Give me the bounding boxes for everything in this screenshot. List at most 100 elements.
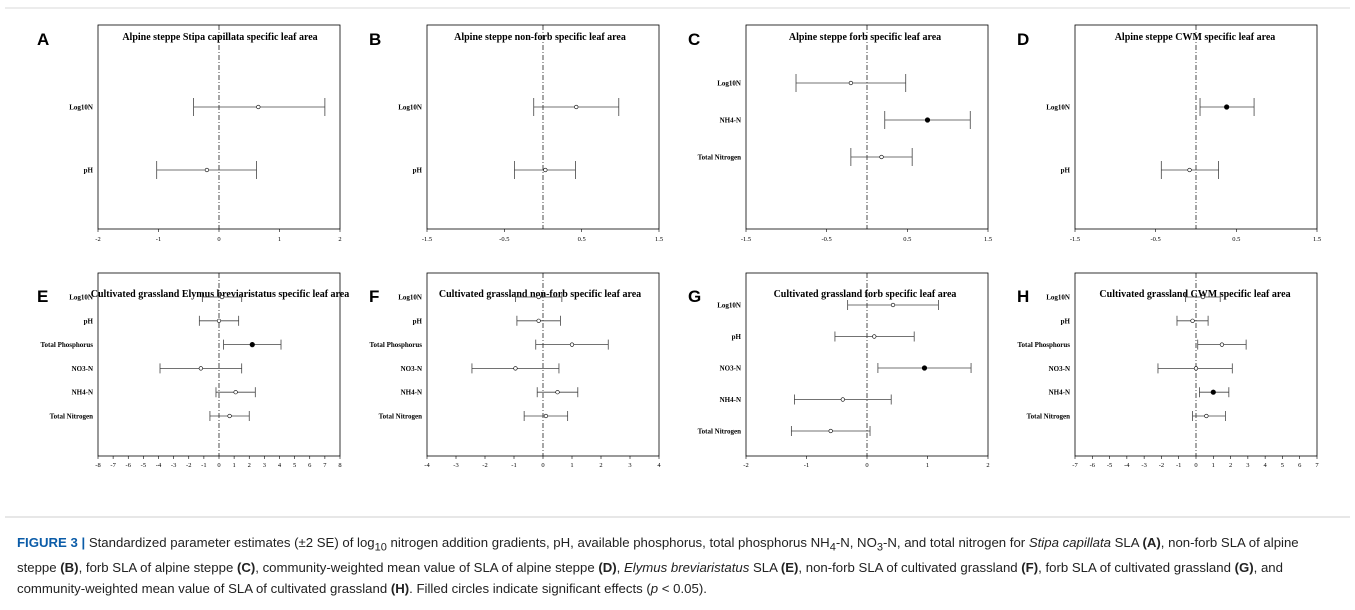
estimate-point: [1219, 342, 1225, 347]
caption-text: -N, and total nitrogen for: [882, 535, 1029, 550]
figure-3-panels: A Alpine steppe Stipa capillata specific …: [5, 7, 1350, 518]
estimate-point: [848, 80, 853, 86]
tick-label: 4: [1264, 462, 1268, 469]
row-label: Log10N: [398, 294, 422, 302]
panel-f: F Cultivated grassland non-forb specific …: [369, 272, 661, 469]
estimate-point: [569, 342, 575, 347]
estimate-row: NH4-N: [1049, 387, 1230, 398]
tick-label: 4: [657, 462, 661, 469]
panel-title: Cultivated grassland non-forb specific l…: [439, 289, 641, 300]
caption-text: , community-weighted mean value of SLA o…: [255, 560, 599, 576]
panel-c: C Alpine steppe forb specific leaf area -1…: [688, 24, 992, 243]
estimate-row: Total Phosphorus: [1018, 339, 1247, 350]
caption-text: (D): [598, 560, 617, 576]
caption-text: p: [650, 580, 659, 596]
tick-label: -1.5: [1070, 236, 1080, 243]
tick-label: -1: [1176, 462, 1181, 469]
row-label: pH: [1061, 167, 1071, 175]
estimate-point: [204, 167, 209, 173]
panel-letter: B: [369, 30, 381, 49]
panel-d: D Alpine steppe CWM specific leaf area -1.…: [1017, 24, 1321, 243]
row-label: NH4-N: [401, 389, 422, 397]
panel-letter: A: [37, 30, 49, 49]
estimate-point: [574, 104, 579, 110]
estimate-row: Total Phosphorus: [370, 339, 609, 350]
panel-h: H Cultivated grassland CWM specific leaf …: [1017, 272, 1319, 469]
estimate-point: [198, 366, 203, 371]
caption-text: 4: [829, 541, 836, 554]
tick-label: 3: [628, 462, 631, 469]
row-label: NH4-N: [1049, 389, 1070, 397]
tick-label: 1.5: [1313, 236, 1321, 243]
row-label: Log10N: [717, 80, 741, 88]
tick-label: -7: [110, 462, 116, 469]
tick-label: 3: [1246, 462, 1249, 469]
caption-text: Elymus breviaristatus: [623, 560, 750, 576]
row-label: Total Nitrogen: [698, 154, 741, 162]
caption-text: (G): [1234, 560, 1254, 576]
panel-letter: F: [369, 287, 379, 306]
panel-title: Alpine steppe forb specific leaf area: [789, 32, 941, 43]
estimate-point: [543, 167, 548, 173]
panel-a: A Alpine steppe Stipa capillata specific …: [37, 24, 342, 243]
panel-letter: E: [37, 287, 48, 306]
row-label: Total Phosphorus: [1018, 341, 1071, 349]
tick-label: 1: [278, 236, 281, 243]
tick-label: -8: [95, 462, 100, 469]
estimate-row: Total Nitrogen: [50, 411, 250, 421]
panel-title: Alpine steppe CWM specific leaf area: [1115, 32, 1276, 43]
row-label: Log10N: [69, 294, 93, 302]
row-label: NO3-N: [720, 365, 741, 373]
tick-label: 5: [293, 462, 296, 469]
row-label: Total Phosphorus: [370, 341, 423, 349]
tick-label: 2: [1229, 462, 1232, 469]
estimate-point: [879, 154, 884, 160]
row-label: NH4-N: [72, 389, 93, 397]
tick-label: 0: [1194, 462, 1197, 469]
tick-label: -1: [156, 236, 161, 243]
tick-label: -0.5: [1151, 236, 1161, 243]
panel-title: Alpine steppe non-forb specific leaf are…: [454, 32, 626, 43]
panel-title: Cultivated grassland Elymus breviaristat…: [91, 289, 350, 300]
estimate-point: [890, 302, 896, 308]
row-label: Log10N: [398, 104, 422, 112]
panel-b: B Alpine steppe non-forb specific leaf ar…: [369, 24, 663, 243]
caption-text: , forb SLA of cultivated grassland: [1038, 560, 1235, 576]
estimate-row: NH4-N: [720, 394, 892, 405]
panel-letter: G: [688, 287, 701, 306]
tick-label: -5: [1107, 462, 1112, 469]
tick-label: -3: [453, 462, 458, 469]
estimate-row: NH4-N: [720, 111, 971, 129]
tick-label: -3: [171, 462, 176, 469]
caption-text: (H): [390, 580, 410, 596]
significant-point: [924, 117, 931, 123]
tick-label: -1.5: [741, 236, 751, 243]
estimate-row: Total Nitrogen: [1027, 411, 1226, 421]
caption-text: , forb SLA of alpine steppe: [78, 560, 237, 576]
tick-label: 4: [278, 462, 282, 469]
estimate-point: [1193, 366, 1199, 371]
estimate-row: Total Nitrogen: [698, 148, 913, 166]
tick-label: -0.5: [499, 236, 509, 243]
tick-label: -3: [1141, 462, 1146, 469]
tick-label: 1: [1212, 462, 1215, 469]
tick-label: -1.5: [422, 236, 432, 243]
tick-label: 3: [263, 462, 266, 469]
tick-label: -2: [482, 462, 487, 469]
tick-label: 1: [926, 462, 929, 469]
tick-label: 2: [986, 462, 989, 469]
tick-label: 2: [248, 462, 251, 469]
estimate-point: [513, 366, 518, 371]
tick-label: 7: [1315, 462, 1319, 469]
tick-label: 1.5: [984, 236, 992, 243]
tick-label: 0.5: [578, 236, 586, 243]
tick-label: 2: [599, 462, 602, 469]
estimate-point: [1200, 294, 1206, 300]
panel-title: Cultivated grassland forb specific leaf …: [774, 289, 957, 300]
panel-letter: H: [1017, 287, 1029, 306]
estimate-point: [233, 390, 238, 395]
estimate-row: Total Nitrogen: [698, 426, 871, 436]
tick-label: -2: [1159, 462, 1164, 469]
tick-label: -4: [156, 462, 162, 469]
